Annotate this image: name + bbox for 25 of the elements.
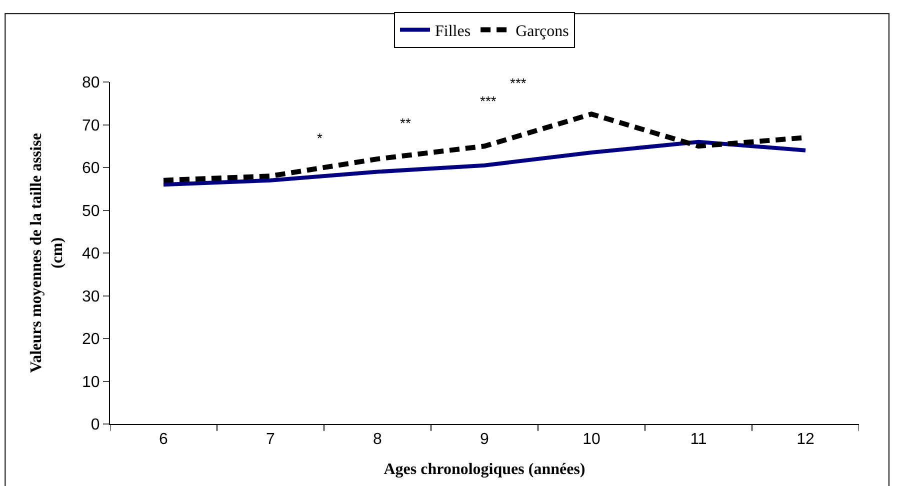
y-tick-label: 70 [82,117,100,134]
y-tick-label: 0 [90,416,100,434]
annotation: *** [510,75,527,91]
annotation: ** [400,115,412,131]
annotation: * [317,130,323,146]
x-tick-label: 6 [159,431,168,448]
x-tick-label: 11 [690,431,707,448]
y-tick-label: 50 [82,202,100,220]
legend-label: Filles [435,22,471,40]
x-tick-label: 10 [582,431,600,448]
line-series [162,140,808,187]
x-tick-label: 7 [266,431,276,448]
x-tick-label: 12 [796,431,814,448]
y-axis-title: Valeurs moyennes de la taille assise (cm) [28,133,66,373]
y-tick-label: 10 [82,374,100,391]
y-tick-label: 20 [82,331,100,348]
x-tick-label: 9 [480,431,490,448]
y-tick-label: 30 [82,288,100,306]
y-tick-label: 60 [82,160,100,178]
y-tick-label: 40 [82,246,100,263]
legend-label: Garçons [516,22,569,40]
y-tick-label: 80 [82,74,100,92]
annotation: *** [480,93,497,109]
x-axis-title: Ages chronologiques (années) [384,460,586,478]
x-tick-label: 8 [373,431,382,448]
